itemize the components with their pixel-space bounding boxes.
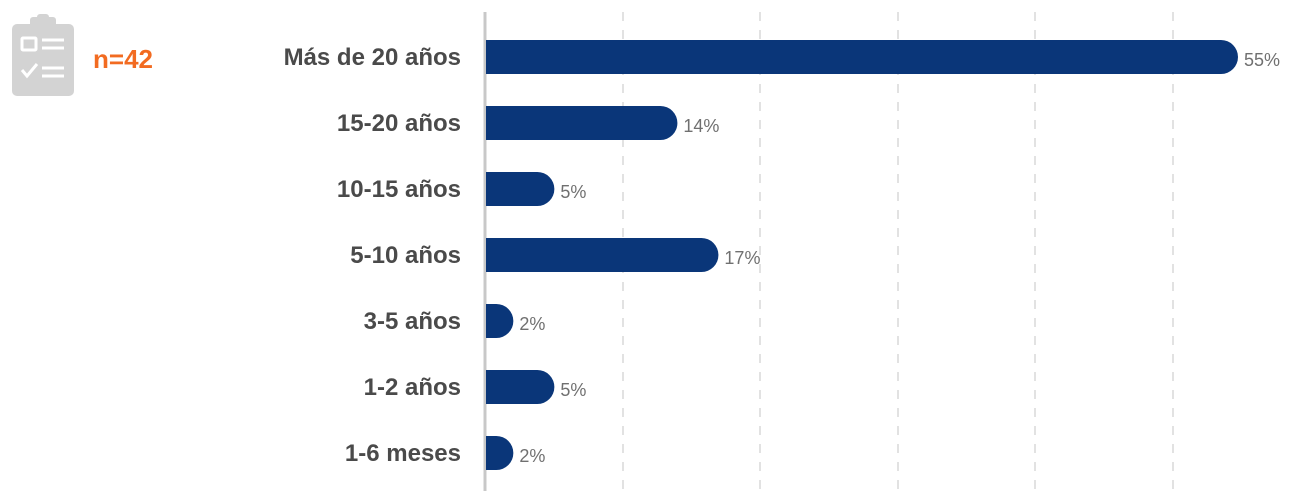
bar [486, 172, 555, 206]
category-label: 3-5 años [364, 308, 461, 335]
value-label: 55% [1244, 50, 1280, 70]
category-label: 5-10 años [350, 242, 461, 269]
bar [486, 106, 678, 140]
value-label: 2% [519, 314, 545, 334]
value-label: 14% [683, 116, 719, 136]
value-label: 5% [560, 380, 586, 400]
category-label: 1-2 años [364, 374, 461, 401]
bar [486, 370, 555, 404]
category-label: 10-15 años [337, 176, 461, 203]
bar [486, 304, 514, 338]
bar [486, 238, 719, 272]
bar [486, 40, 1238, 74]
value-label: 5% [560, 182, 586, 202]
category-label: Más de 20 años [284, 44, 461, 71]
bar [486, 436, 514, 470]
sample-size-badge: n=42 [12, 14, 174, 96]
n-pill [74, 40, 174, 76]
sample-size-label: n=42 [93, 44, 153, 74]
category-label: 15-20 años [337, 110, 461, 137]
value-label: 17% [724, 248, 760, 268]
value-label: 2% [519, 446, 545, 466]
clipboard-checklist-icon [12, 14, 74, 96]
category-label: 1-6 meses [345, 440, 461, 467]
